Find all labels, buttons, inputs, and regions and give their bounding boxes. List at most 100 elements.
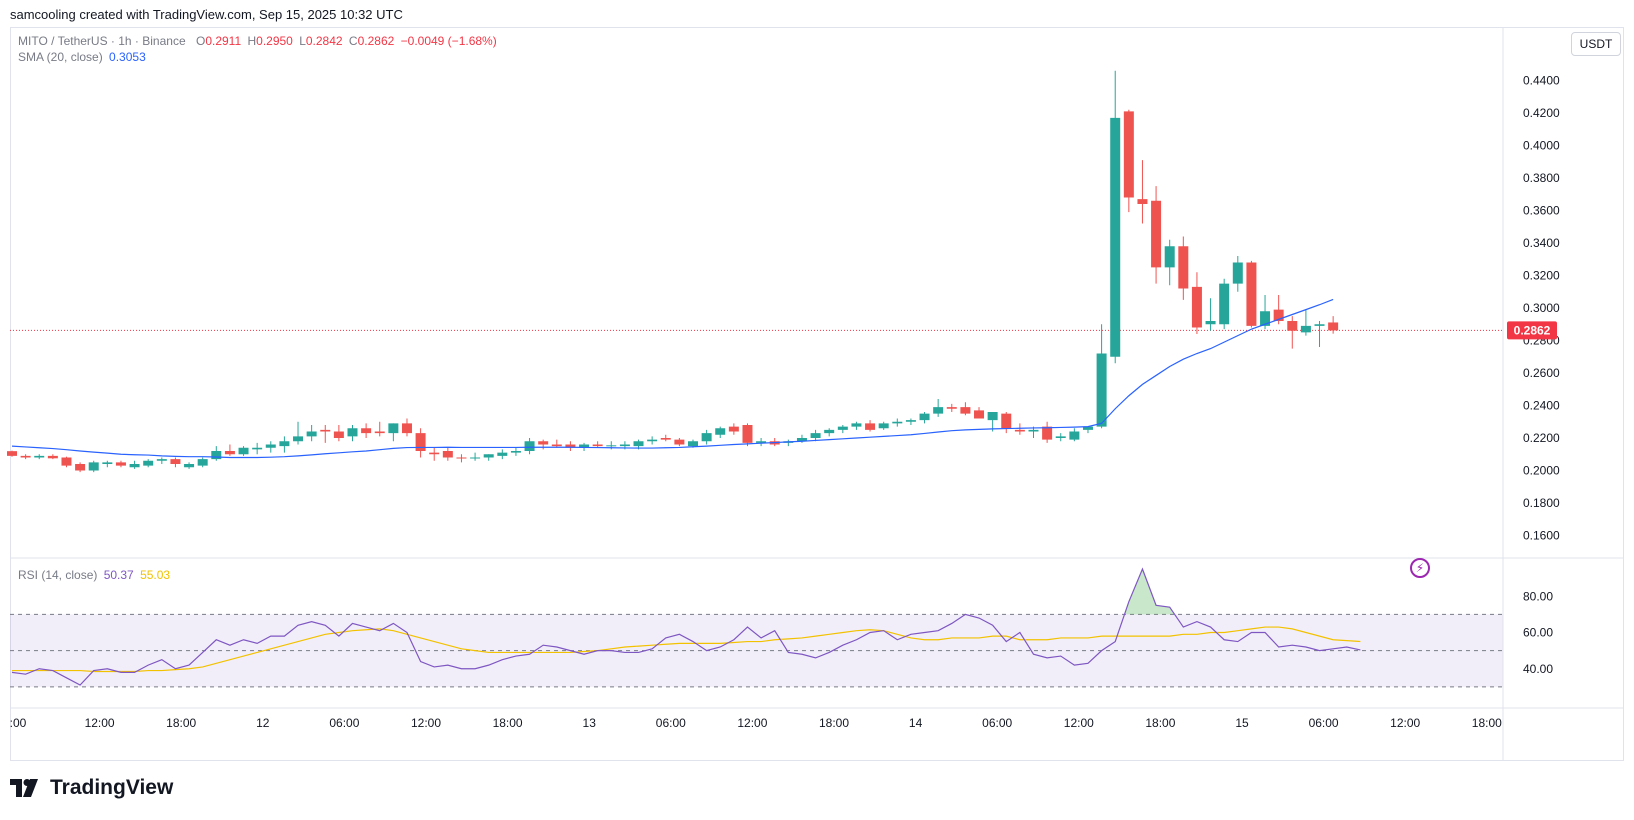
candle-body [20, 455, 31, 458]
rsi-overbought-fill [1124, 569, 1175, 615]
time-tick-label: 12:00 [85, 716, 115, 730]
time-tick-label: 18:00 [1472, 716, 1502, 730]
high-label: H [247, 34, 257, 48]
candle-body [333, 431, 344, 438]
candle-body [538, 441, 549, 445]
time-tick-label: 12:00 [1064, 716, 1094, 730]
candle-body [184, 464, 195, 468]
candle-body [156, 459, 167, 461]
tradingview-logo: TradingView [10, 776, 173, 800]
candle-body [442, 451, 453, 458]
time-tick-label: 18:00 [493, 716, 523, 730]
time-tick-label: 06:00 [1309, 716, 1339, 730]
time-tick-label: 06:00 [656, 716, 686, 730]
candle-body [347, 428, 358, 437]
candle-body [756, 441, 767, 443]
candle-body [115, 462, 126, 466]
candle-body [905, 420, 916, 422]
candle-body [742, 425, 753, 443]
brand-name: TradingView [50, 776, 174, 799]
lightning-icon[interactable]: ⚡ [1410, 558, 1430, 578]
candle-body [1273, 309, 1284, 321]
candle-body [974, 410, 985, 419]
candle-body [728, 426, 739, 432]
candle-body [701, 433, 712, 442]
price-tick-label: 0.1800 [1523, 496, 1560, 510]
candle-body [361, 428, 372, 434]
candle-body [851, 423, 862, 427]
candle-body [401, 423, 412, 434]
low-value: 0.2842 [305, 34, 343, 48]
candle-body [497, 452, 508, 456]
price-tick-label: 0.2600 [1523, 366, 1560, 380]
candle-body [878, 423, 889, 429]
candle-body [1082, 426, 1093, 430]
candle-body [306, 431, 317, 437]
candle-body [1001, 413, 1012, 429]
candle-body [483, 454, 494, 458]
candle-body [1164, 246, 1175, 268]
price-tick-label: 0.2400 [1523, 399, 1560, 413]
sma-legend: SMA (20, close) 0.3053 [18, 50, 149, 64]
candle-body [293, 436, 304, 442]
candle-body [619, 444, 630, 447]
candle-body [715, 428, 726, 435]
candle-body [1191, 286, 1202, 328]
currency-button[interactable]: USDT [1571, 32, 1621, 56]
chart-attribution: samcooling created with TradingView.com,… [10, 7, 403, 22]
price-axis: 0.4400 0.4200 0.4000 0.3800 0.3600 0.3400 0.32… [1502, 27, 1560, 760]
candle-body [1314, 324, 1325, 326]
candle-body [1137, 199, 1148, 204]
candle-body [1069, 431, 1080, 440]
candle-body [211, 451, 222, 460]
candle-body [47, 455, 58, 459]
price-tick-label: 0.3400 [1523, 236, 1560, 250]
candle-body [238, 447, 249, 455]
candle-body [265, 444, 276, 448]
change-value: −0.0049 (−1.68%) [400, 34, 497, 48]
candle-body [1287, 321, 1298, 331]
tv-logo-icon [10, 779, 38, 797]
candle-body [606, 445, 617, 447]
candle-body [88, 462, 99, 471]
candle-body [129, 464, 140, 468]
candle-body [933, 407, 944, 414]
time-axis: :00 12:00 18:00 12 06:00 12:00 18:00 13 06:00 12:… [10, 707, 1624, 730]
price-tick-label: 0.4200 [1523, 106, 1560, 120]
price-tick-label: 0.3600 [1523, 204, 1560, 218]
candle-body [7, 451, 17, 456]
candle-body [688, 441, 698, 447]
candle-body [1246, 262, 1257, 326]
candle-body [388, 423, 399, 434]
price-tag: 0.2862 [1514, 323, 1551, 337]
candle-body [61, 457, 72, 466]
candle-body [170, 459, 181, 464]
candle-body [1014, 429, 1025, 432]
close-value: 0.2862 [357, 34, 395, 48]
candle-body [510, 451, 521, 453]
candle-body [810, 433, 821, 438]
candle-body [633, 441, 644, 447]
price-legend: MITO / TetherUS · 1h · Binance O0.2911 H… [18, 34, 500, 48]
candle-body [1232, 262, 1243, 284]
price-tick-label: 0.4000 [1523, 139, 1560, 153]
time-tick-label: 15 [1235, 716, 1249, 730]
sma-label: SMA (20, close) [18, 50, 103, 64]
candle-body [1042, 426, 1053, 440]
candle-body [415, 433, 426, 451]
price-tick-label: 0.3800 [1523, 171, 1560, 185]
rsi-value: 50.37 [103, 568, 134, 582]
rsi-label: RSI (14, close) [18, 568, 98, 582]
candle-body [647, 439, 658, 442]
price-pane [7, 70, 1624, 559]
candle-body [524, 441, 535, 451]
time-tick-label: 14 [909, 716, 923, 730]
sma-line [11, 298, 1334, 459]
candle-body [1178, 246, 1189, 289]
sma-value: 0.3053 [109, 50, 146, 64]
candle-body [279, 441, 290, 447]
candle-body [987, 412, 998, 421]
candle-body [456, 457, 467, 459]
candle-body [796, 438, 807, 442]
